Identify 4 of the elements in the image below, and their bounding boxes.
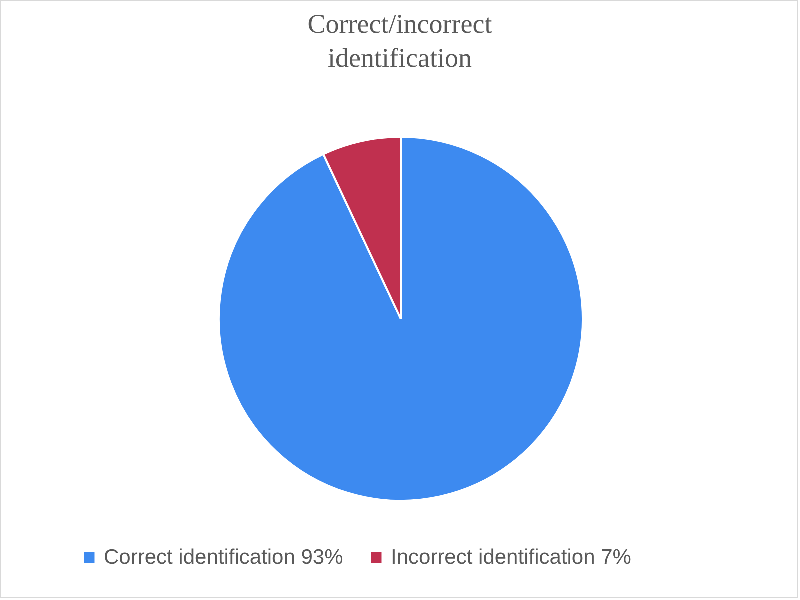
legend-label: Incorrect identification 7% <box>391 546 632 569</box>
chart-title: Correct/incorrect identification <box>308 9 493 73</box>
pie-slice <box>218 136 584 502</box>
legend-label: Correct identification 93% <box>104 546 344 569</box>
